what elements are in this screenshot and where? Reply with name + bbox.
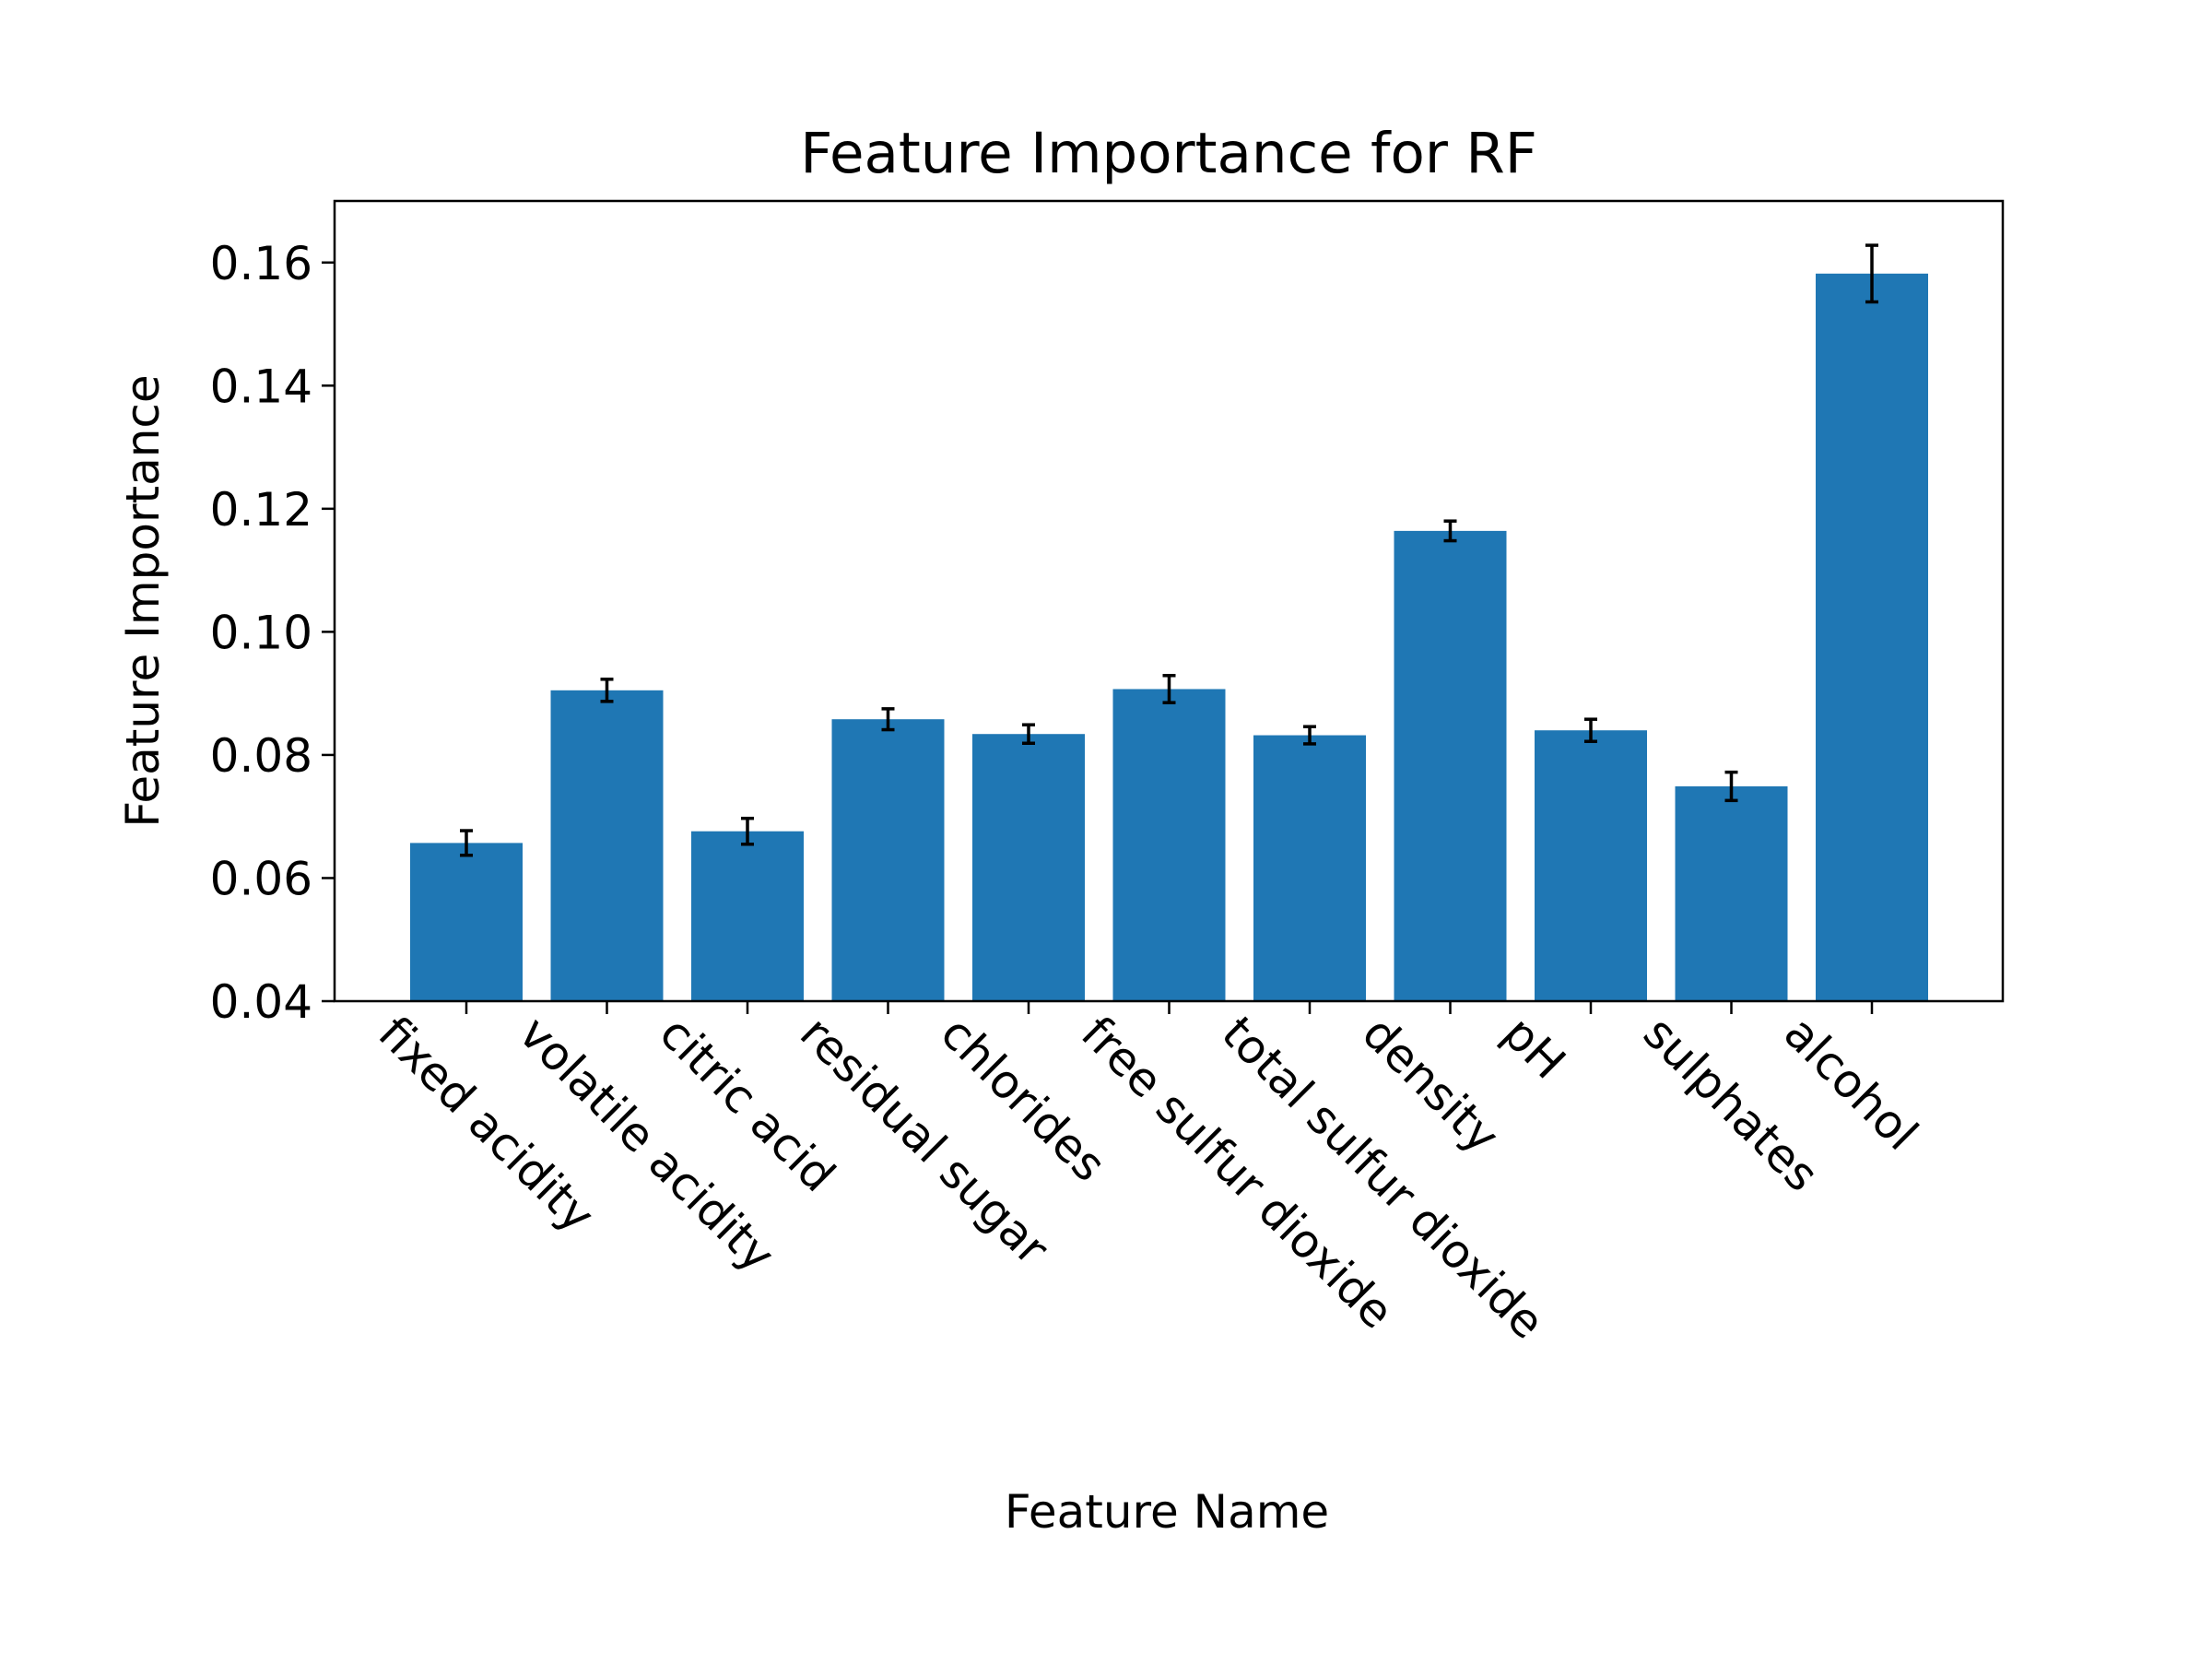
bar-1: [550, 690, 664, 1001]
chart-title: Feature Importance for RF: [800, 121, 1537, 186]
error-bar-10: [1865, 243, 1878, 304]
error-bar-0: [460, 829, 473, 857]
bar-9: [1675, 785, 1788, 1001]
error-bars-layer: [460, 243, 1878, 857]
y-axis-label: Feature Importance: [116, 374, 170, 827]
y-tick-label-5: 0.14: [210, 360, 312, 413]
error-bar-6: [1303, 725, 1316, 746]
error-bar-9: [1724, 770, 1738, 803]
bar-10: [1816, 273, 1928, 1001]
error-bar-7: [1443, 519, 1457, 543]
y-tick-label-2: 0.08: [210, 729, 312, 783]
error-bar-3: [881, 707, 895, 732]
bar-2: [691, 831, 804, 1001]
y-tick-label-3: 0.10: [210, 606, 312, 659]
bar-8: [1535, 730, 1647, 1001]
error-bar-2: [741, 816, 754, 846]
error-bar-5: [1162, 674, 1176, 704]
y-tick-label-1: 0.06: [210, 852, 312, 905]
y-tick-label-4: 0.12: [210, 483, 312, 537]
error-bar-8: [1584, 717, 1597, 743]
bar-4: [972, 734, 1085, 1001]
y-axis: 0.04 0.06 0.08 0.10 0.12 0.14 0.16: [210, 237, 335, 1029]
bars-layer: [410, 273, 1928, 1001]
x-axis-label: Feature Name: [1005, 1485, 1329, 1539]
y-tick-label-6: 0.16: [210, 237, 312, 290]
bar-3: [831, 719, 945, 1001]
bar-7: [1394, 530, 1507, 1001]
bar-0: [410, 843, 523, 1001]
error-bar-4: [1022, 723, 1035, 745]
bar-5: [1112, 689, 1226, 1001]
error-bar-1: [600, 678, 614, 703]
y-tick-label-0: 0.04: [210, 975, 312, 1029]
bar-6: [1253, 735, 1366, 1001]
